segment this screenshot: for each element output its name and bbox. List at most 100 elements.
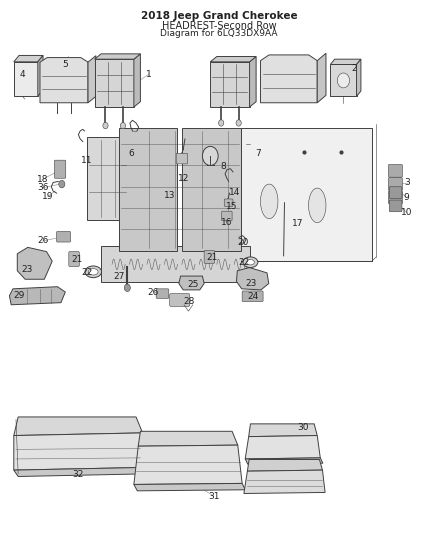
Polygon shape [101, 246, 250, 282]
Circle shape [124, 284, 131, 292]
Polygon shape [14, 433, 144, 470]
Text: 17: 17 [292, 220, 304, 229]
Text: 6: 6 [128, 149, 134, 158]
Polygon shape [38, 55, 43, 96]
Polygon shape [210, 62, 250, 107]
Text: 5: 5 [63, 60, 68, 69]
FancyBboxPatch shape [389, 187, 402, 198]
Polygon shape [261, 55, 317, 103]
FancyBboxPatch shape [222, 211, 232, 221]
Polygon shape [95, 54, 141, 59]
Polygon shape [17, 247, 52, 279]
Polygon shape [245, 458, 323, 464]
Polygon shape [247, 459, 322, 471]
Polygon shape [357, 59, 361, 96]
Polygon shape [119, 128, 177, 251]
Polygon shape [134, 483, 245, 491]
Text: 1: 1 [146, 70, 152, 78]
Text: 4: 4 [20, 70, 25, 78]
Text: 28: 28 [184, 297, 195, 306]
Text: 31: 31 [208, 491, 219, 500]
Text: 2: 2 [352, 64, 357, 73]
FancyBboxPatch shape [224, 199, 233, 206]
Polygon shape [330, 64, 357, 96]
Text: 23: 23 [246, 279, 257, 288]
Text: 25: 25 [187, 280, 198, 289]
Text: 36: 36 [37, 183, 48, 192]
FancyBboxPatch shape [156, 289, 169, 298]
Text: 26: 26 [148, 287, 159, 296]
FancyBboxPatch shape [389, 165, 403, 177]
Text: 7: 7 [255, 149, 261, 158]
Polygon shape [88, 56, 96, 103]
Text: 11: 11 [81, 156, 93, 165]
Text: 19: 19 [42, 192, 53, 201]
Text: 18: 18 [37, 175, 48, 184]
Polygon shape [134, 445, 242, 484]
Ellipse shape [247, 260, 254, 265]
Polygon shape [14, 55, 43, 62]
Polygon shape [249, 424, 317, 437]
Circle shape [219, 120, 224, 126]
FancyBboxPatch shape [170, 294, 190, 306]
Text: 10: 10 [401, 208, 413, 217]
Polygon shape [179, 276, 204, 290]
Polygon shape [182, 128, 241, 251]
Text: 22: 22 [239, 258, 250, 266]
Text: 21: 21 [206, 254, 218, 262]
Polygon shape [210, 56, 256, 62]
Text: 32: 32 [73, 471, 84, 479]
Polygon shape [14, 417, 143, 435]
Text: 21: 21 [72, 255, 83, 263]
Text: 15: 15 [226, 203, 238, 212]
Ellipse shape [261, 184, 278, 219]
FancyBboxPatch shape [389, 177, 403, 190]
Text: 16: 16 [221, 219, 233, 228]
FancyBboxPatch shape [242, 291, 263, 302]
Text: Diagram for 6LQ33DX9AA: Diagram for 6LQ33DX9AA [160, 29, 278, 38]
Text: 8: 8 [220, 162, 226, 171]
Ellipse shape [88, 269, 98, 275]
Circle shape [202, 147, 218, 165]
Ellipse shape [243, 257, 258, 268]
Polygon shape [14, 467, 147, 477]
Text: 24: 24 [247, 292, 259, 301]
FancyBboxPatch shape [57, 231, 71, 242]
FancyBboxPatch shape [389, 200, 402, 212]
FancyBboxPatch shape [204, 251, 215, 263]
Polygon shape [95, 59, 134, 107]
Ellipse shape [308, 188, 326, 223]
Text: 3: 3 [404, 178, 410, 187]
FancyBboxPatch shape [389, 191, 403, 204]
Circle shape [103, 123, 108, 129]
Polygon shape [134, 54, 141, 107]
Polygon shape [241, 128, 372, 261]
Polygon shape [245, 435, 320, 459]
Text: 9: 9 [404, 193, 410, 202]
Circle shape [337, 73, 350, 88]
Text: 12: 12 [177, 174, 189, 183]
Text: 26: 26 [37, 237, 48, 246]
Text: 14: 14 [229, 188, 240, 197]
Polygon shape [40, 58, 88, 103]
Text: 23: 23 [21, 265, 32, 274]
Text: 22: 22 [81, 269, 93, 277]
Polygon shape [14, 62, 38, 96]
Circle shape [59, 180, 65, 188]
Ellipse shape [85, 266, 102, 278]
Text: HEADREST-Second Row: HEADREST-Second Row [162, 21, 276, 31]
Polygon shape [10, 287, 65, 305]
Polygon shape [244, 470, 325, 494]
Text: 2018 Jeep Grand Cherokee: 2018 Jeep Grand Cherokee [141, 11, 297, 21]
Polygon shape [330, 59, 361, 64]
Polygon shape [138, 431, 238, 446]
Text: 27: 27 [114, 272, 125, 280]
Polygon shape [317, 53, 326, 103]
FancyBboxPatch shape [54, 160, 66, 178]
Polygon shape [87, 138, 129, 220]
Text: 13: 13 [164, 191, 176, 200]
Circle shape [120, 123, 126, 129]
Polygon shape [250, 56, 256, 107]
FancyBboxPatch shape [176, 154, 187, 164]
Text: 30: 30 [297, 423, 309, 432]
